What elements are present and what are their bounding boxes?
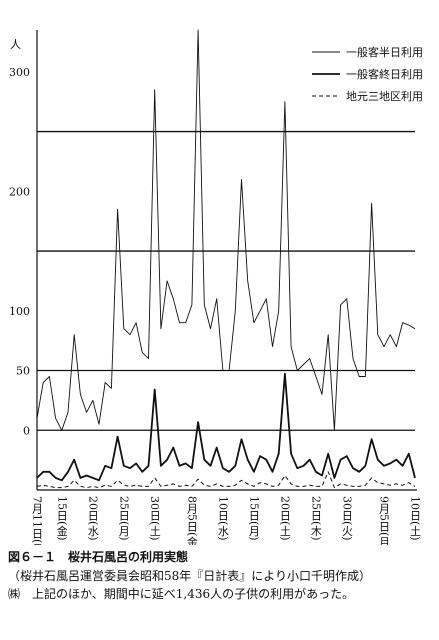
legend-label: 一般客終日利用: [346, 67, 423, 81]
y-tick-label: 0: [23, 424, 30, 437]
x-tick-label: 7月11日(月): [31, 496, 44, 545]
x-tick-label: 15日(月): [247, 496, 260, 541]
x-tick-label: 25日(月): [117, 496, 130, 541]
y-tick-label: 300: [9, 66, 30, 79]
y-tick-label: 200: [9, 185, 30, 198]
caption: 図６－１ 桜井石風呂の利用実態 （桜井石風呂運営委員会昭和58年『日計表』により…: [8, 548, 434, 604]
y-unit: 人: [10, 38, 21, 51]
x-tick-label: 25日(木): [309, 496, 322, 541]
chart: 人 0 50 100 200 300 7月11日(月) 15日(金) 20日(水) 25日(月)…: [9, 29, 423, 545]
legend-label: 地元三地区利用: [346, 90, 423, 103]
x-tick-label: 9月5日(月): [378, 496, 391, 545]
x-tick-label: 10日(土): [409, 496, 422, 541]
legend-label: 一般客半日利用: [346, 45, 423, 59]
x-tick-label: 10日(水): [216, 496, 229, 541]
x-tick-label: 20日(水): [86, 496, 99, 541]
x-tick-label: 15日(金): [55, 496, 68, 541]
figure-source: （桜井石風呂運営委員会昭和58年『日計表』により小口千明作成）: [8, 568, 372, 583]
x-tick-label: 8月5日(金): [185, 496, 198, 545]
figure-note: ㈱ 上記のほか、期間中に延べ1,436人の子供の利用があった。: [8, 587, 355, 602]
series-line: [36, 471, 416, 489]
x-tick-label: 30日(火): [340, 496, 353, 541]
y-tick-label: 50: [16, 365, 30, 378]
x-tick-label: 30日(土): [148, 496, 161, 541]
series-line: [36, 29, 416, 431]
x-tick-label: 20日(土): [278, 496, 291, 541]
series-line: [36, 372, 416, 482]
figure-title: 図６－１ 桜井石風呂の利用実態: [8, 550, 189, 564]
y-tick-label: 100: [9, 305, 30, 318]
